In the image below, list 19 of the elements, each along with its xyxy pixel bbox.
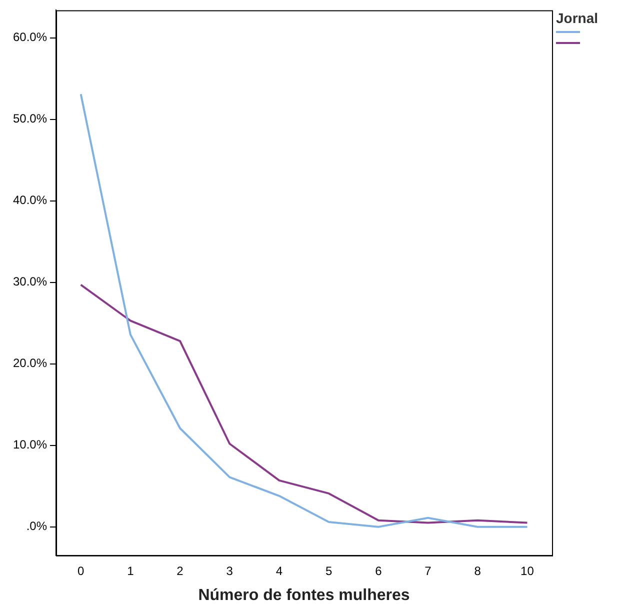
x-axis-title: Número de fontes mulheres: [198, 586, 410, 604]
y-tick-label: 40.0%: [12, 193, 48, 208]
x-tick-label: 10: [520, 564, 534, 578]
y-tick-label: 60.0%: [12, 30, 48, 44]
x-tick-label: 0: [77, 564, 84, 578]
x-tick-label: 3: [226, 564, 234, 578]
y-tick-label: 50.0%: [12, 112, 48, 126]
y-tick-label: .0%: [26, 519, 48, 534]
x-tick-label: 6: [375, 564, 382, 578]
y-tick-label: 30.0%: [12, 274, 48, 289]
x-tick-label: 5: [325, 564, 332, 578]
y-tick-label: 20.0%: [12, 356, 48, 370]
x-tick-label: 2: [176, 564, 184, 578]
y-tick-label: 10.0%: [12, 438, 48, 452]
x-tick-label: 4: [276, 564, 283, 578]
x-tick-label: 1: [127, 564, 134, 578]
x-tick-label: 8: [474, 564, 482, 578]
legend-title: Jornal: [556, 10, 598, 26]
x-tick-label: 7: [424, 564, 432, 578]
